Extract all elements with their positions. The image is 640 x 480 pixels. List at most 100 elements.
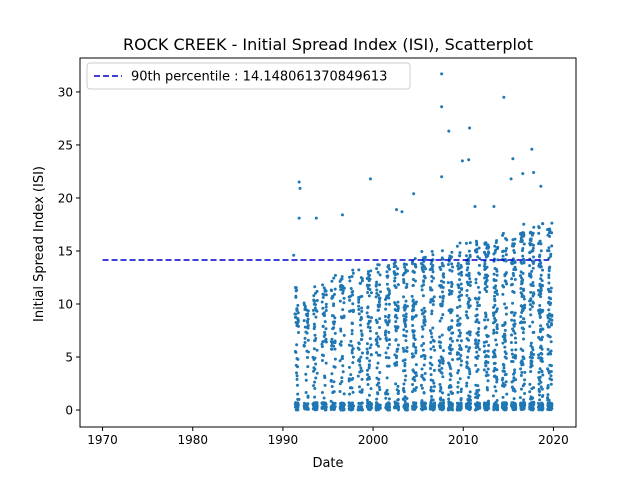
data-point: [412, 336, 416, 340]
data-point: [396, 300, 400, 304]
data-point: [513, 402, 517, 406]
data-point: [459, 359, 463, 363]
data-point: [538, 314, 542, 318]
data-point: [465, 364, 469, 368]
data-point: [421, 256, 425, 260]
data-point: [402, 405, 406, 409]
data-point: [549, 301, 553, 305]
data-point: [505, 247, 508, 251]
legend: 90th percentile : 14.148061370849613: [86, 62, 411, 90]
data-point: [387, 302, 391, 306]
data-point: [422, 354, 426, 357]
data-point: [548, 408, 552, 412]
data-point: [396, 391, 400, 395]
data-point: [459, 401, 463, 405]
data-point: [304, 378, 308, 382]
data-point: [323, 320, 327, 324]
data-point: [387, 267, 391, 271]
data-point: [539, 286, 543, 290]
data-point: [514, 341, 518, 345]
data-point: [394, 329, 398, 333]
data-point: [512, 319, 516, 323]
data-point: [368, 346, 372, 350]
data-point: [483, 361, 487, 365]
data-point: [402, 317, 406, 321]
data-point: [402, 277, 406, 281]
data-point: [465, 361, 469, 365]
data-point: [412, 401, 416, 405]
data-point: [429, 389, 433, 393]
data-point: [549, 352, 553, 356]
data-point: [505, 392, 509, 396]
data-point: [455, 338, 459, 342]
data-point: [296, 303, 300, 307]
data-point: [448, 351, 452, 355]
data-point: [465, 268, 469, 272]
data-point: [519, 286, 523, 290]
data-point: [351, 271, 355, 275]
data-point: [476, 255, 480, 259]
data-point: [483, 241, 487, 245]
x-tick-label: 1990: [268, 433, 299, 447]
data-point: [339, 278, 343, 281]
data-point: [483, 280, 487, 284]
data-point: [320, 359, 324, 363]
data-point: [414, 405, 418, 409]
data-point: [330, 385, 334, 389]
data-point: [441, 294, 445, 298]
data-point: [320, 407, 324, 411]
data-point: [441, 313, 445, 317]
data-point: [421, 405, 425, 409]
data-point: [341, 289, 345, 293]
data-point: [483, 268, 487, 272]
data-point: [447, 397, 451, 401]
data-point: [546, 383, 550, 387]
data-point: [384, 307, 388, 311]
data-point: [387, 313, 391, 317]
data-point: [501, 362, 505, 366]
data-point: [459, 396, 463, 400]
data-point: [374, 351, 378, 355]
x-axis-label: Date: [312, 456, 343, 471]
data-point: [485, 386, 489, 390]
data-point: [428, 329, 432, 333]
data-point: [477, 326, 481, 330]
data-point: [422, 280, 426, 283]
data-point: [522, 289, 526, 292]
data-point: [412, 192, 416, 196]
data-point: [477, 347, 481, 351]
data-point: [494, 291, 498, 295]
data-point: [320, 390, 324, 394]
data-point: [430, 394, 434, 398]
data-point: [411, 377, 415, 381]
data-point: [492, 305, 496, 309]
data-point: [495, 273, 499, 277]
data-point: [360, 388, 364, 392]
data-point: [384, 320, 388, 324]
data-point: [529, 352, 533, 356]
data-point: [422, 390, 426, 394]
data-point: [494, 389, 498, 393]
data-point: [340, 379, 344, 383]
data-point: [550, 221, 554, 225]
data-point: [447, 129, 451, 133]
data-point: [360, 294, 364, 298]
data-point: [332, 344, 336, 348]
data-point: [475, 301, 479, 305]
data-point: [503, 274, 507, 278]
data-point: [420, 386, 424, 390]
data-point: [369, 343, 373, 347]
data-point: [420, 399, 424, 403]
data-point: [440, 72, 444, 76]
data-point: [440, 302, 444, 306]
data-point: [324, 361, 328, 365]
data-point: [385, 338, 389, 342]
data-point: [332, 380, 336, 384]
data-point: [350, 321, 354, 325]
data-point: [359, 355, 363, 359]
data-point: [474, 395, 478, 399]
data-point: [340, 354, 344, 358]
data-point: [357, 268, 361, 272]
data-point: [439, 268, 443, 272]
data-point: [509, 283, 513, 287]
